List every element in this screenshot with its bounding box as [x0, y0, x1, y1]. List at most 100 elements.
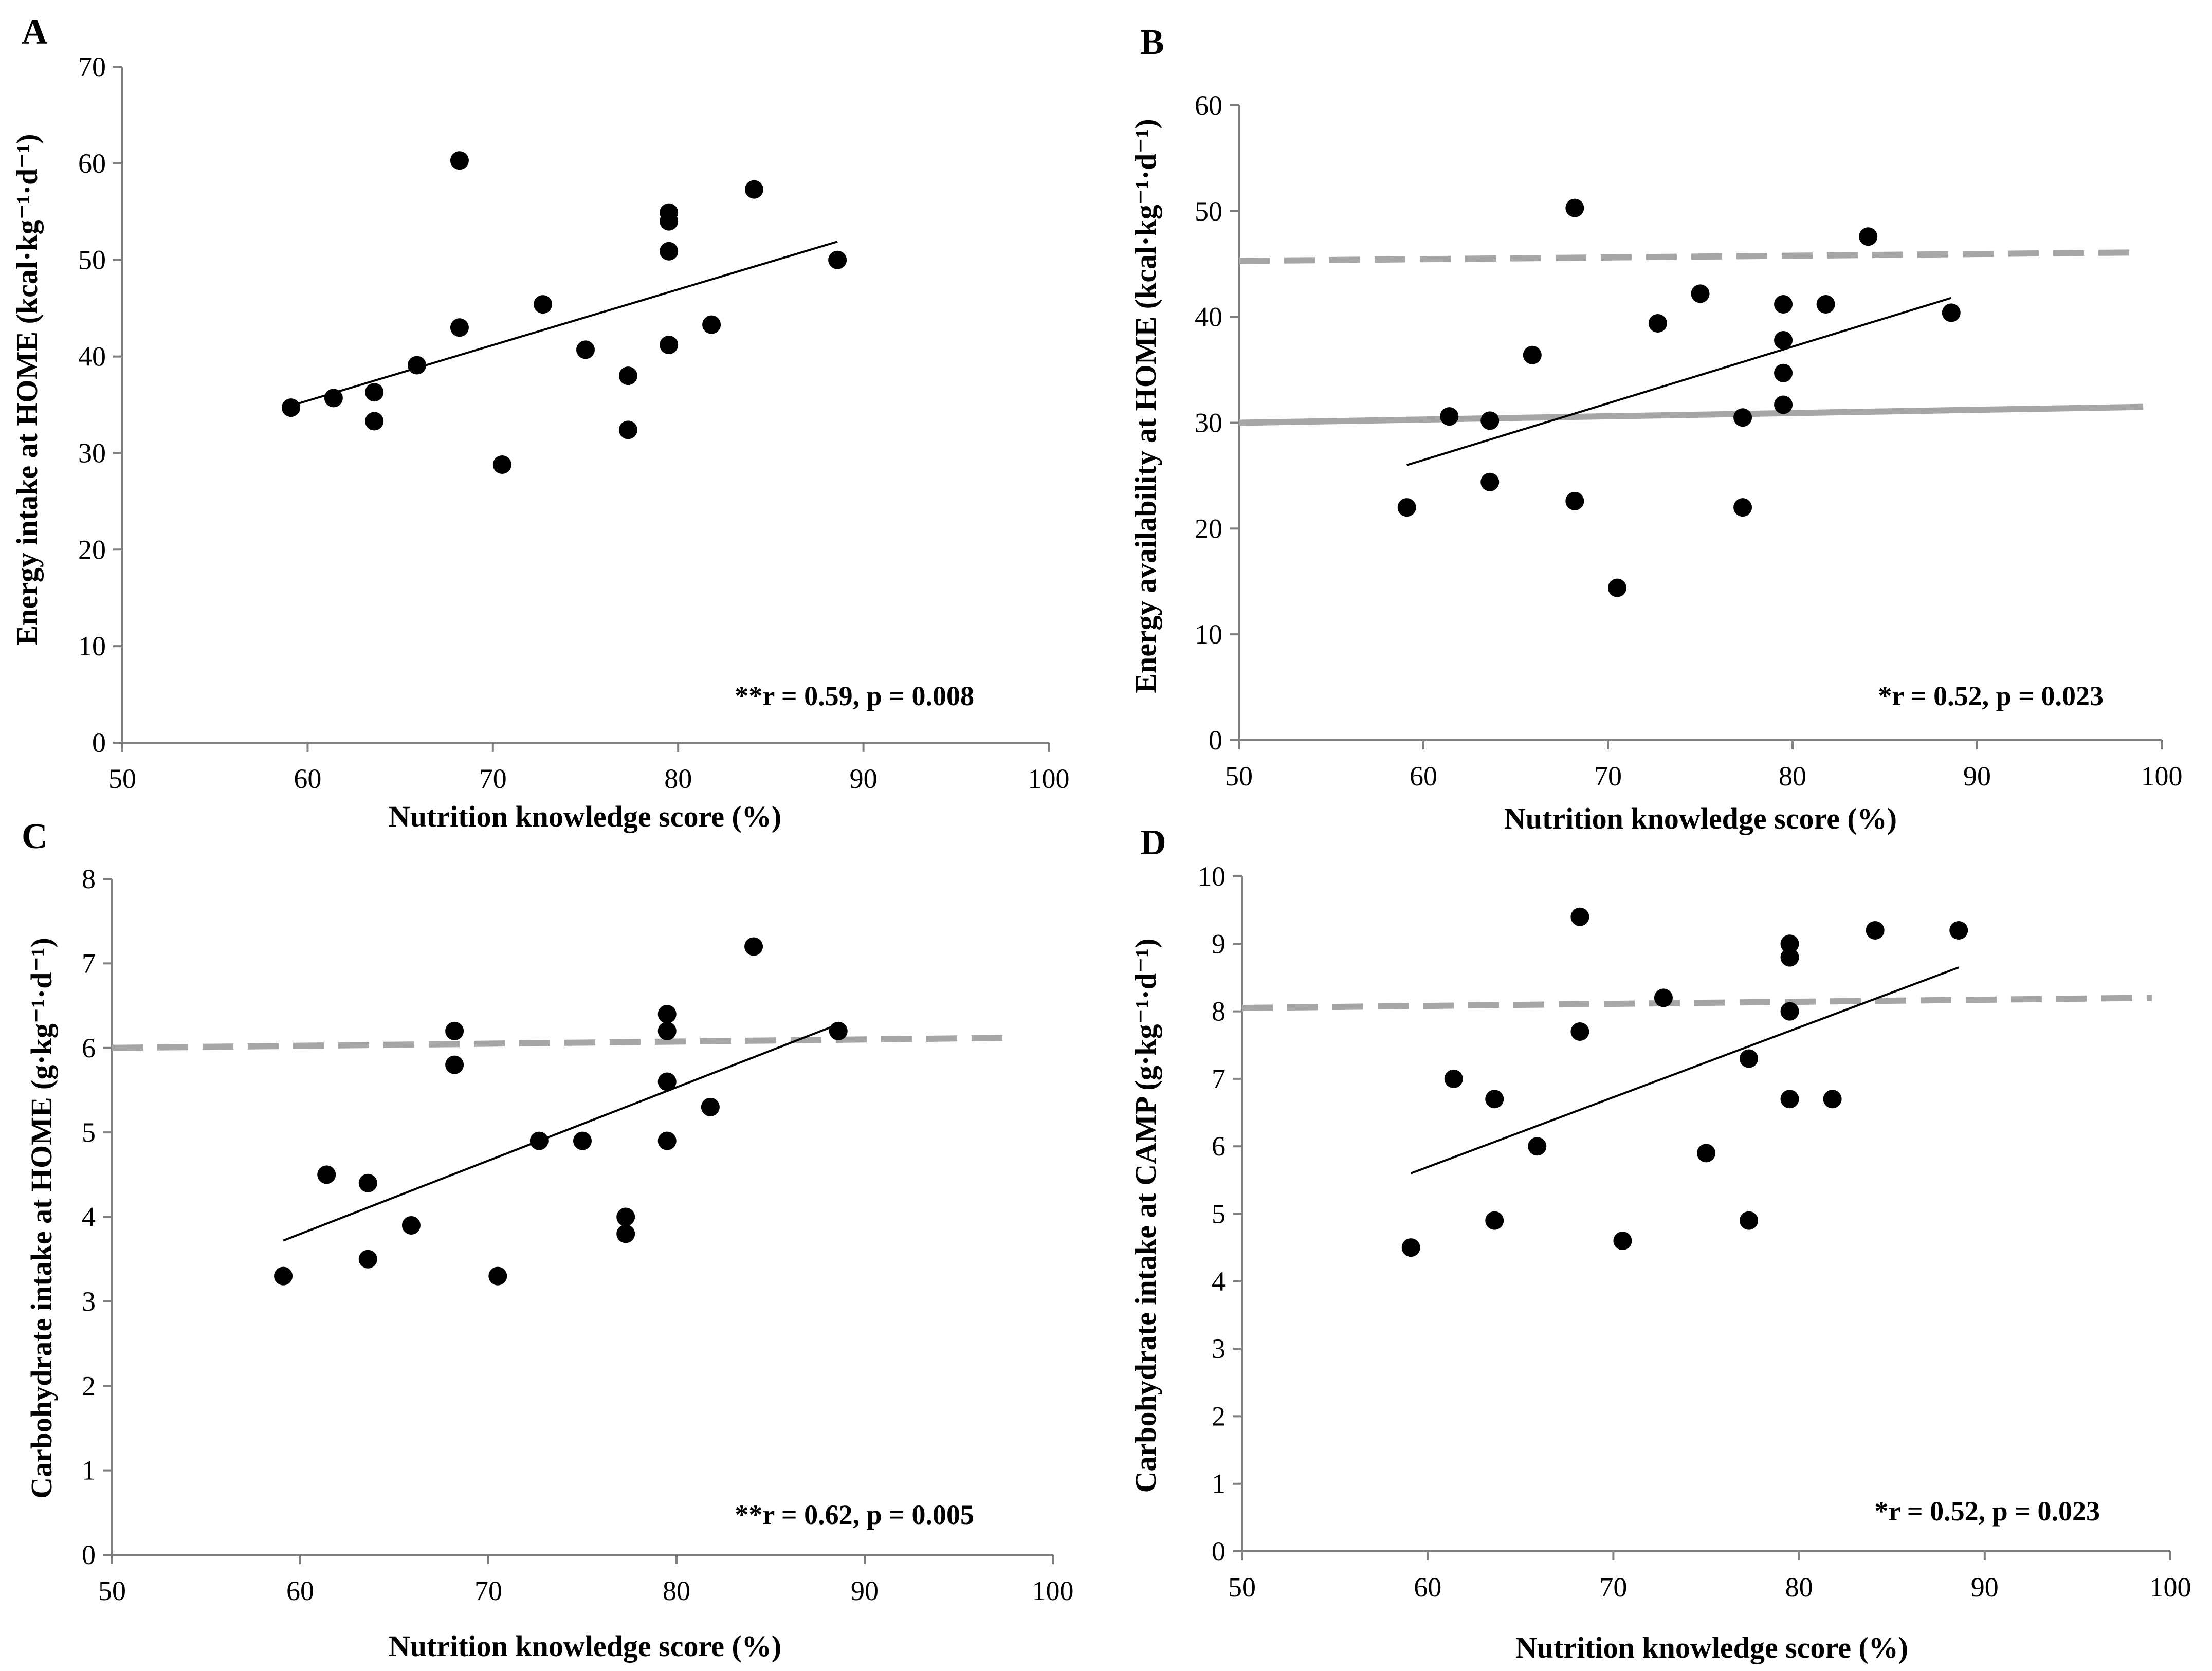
data-point — [1691, 284, 1710, 303]
data-point — [534, 295, 553, 314]
correlation-annotation: **r = 0.62, p = 0.005 — [735, 1499, 974, 1530]
x-tick-label: 50 — [1228, 1572, 1256, 1603]
y-tick-label: 0 — [82, 1539, 96, 1570]
y-tick-label: 40 — [78, 341, 106, 372]
data-point — [450, 151, 469, 170]
data-point — [1866, 921, 1885, 940]
panel-c: C Carbohydrate intake at HOME (g·kg⁻¹·d⁻… — [22, 817, 1074, 1663]
data-point — [408, 356, 427, 375]
data-point — [1440, 407, 1459, 426]
x-axis-title: Nutrition knowledge score (%) — [1515, 1631, 1908, 1664]
y-tick-label: 3 — [82, 1286, 96, 1317]
y-tick-label: 1 — [82, 1455, 96, 1486]
data-point — [1570, 1022, 1589, 1041]
data-point — [657, 1021, 677, 1040]
panel-label: C — [22, 817, 48, 856]
data-point — [1648, 314, 1667, 333]
y-axis-title: Carbohydrate intake at HOME (g·kg⁻¹·d⁻¹) — [25, 938, 58, 1499]
y-axis-title: Carbohydrate intake at CAMP (g·kg⁻¹·d⁻¹) — [1129, 939, 1162, 1493]
data-point — [657, 1131, 677, 1150]
data-point — [1740, 1049, 1759, 1068]
x-tick-label: 90 — [1963, 761, 1991, 792]
x-tick-label: 80 — [663, 1575, 690, 1606]
y-tick-label: 70 — [78, 51, 106, 82]
plot-area: 50 60 70 80 90 100 0 10 20 30 40 50 60 70 — [78, 51, 1070, 794]
data-point — [1949, 921, 1968, 940]
data-point — [576, 340, 595, 359]
data-point — [1654, 988, 1673, 1007]
data-point — [701, 1097, 720, 1116]
y-tick-label: 5 — [82, 1117, 96, 1148]
x-axis-title: Nutrition knowledge score (%) — [389, 1629, 781, 1663]
trendline — [283, 1023, 839, 1242]
y-tick-label: 3 — [1212, 1333, 1226, 1364]
y-tick-label: 9 — [1212, 928, 1226, 959]
y-tick-label: 7 — [1212, 1063, 1226, 1094]
x-tick-label: 70 — [479, 763, 507, 794]
x-tick-label: 60 — [1410, 761, 1437, 792]
data-point — [744, 180, 763, 199]
data-point — [1607, 578, 1626, 597]
data-point — [616, 1207, 635, 1226]
dashed-reference-line — [1238, 249, 2144, 264]
data-point — [829, 1021, 848, 1040]
data-point — [1565, 491, 1584, 510]
data-point — [1780, 1090, 1799, 1109]
x-tick-label: 80 — [664, 763, 692, 794]
data-point — [1444, 1069, 1463, 1088]
dashed-reference-line — [112, 1035, 1015, 1051]
y-tick-label: 30 — [78, 437, 106, 468]
panel-label: D — [1140, 823, 1166, 862]
y-tick-label: 20 — [1195, 513, 1222, 544]
data-point — [1565, 198, 1584, 217]
x-tick-label: 70 — [1599, 1572, 1627, 1603]
y-tick-label: 8 — [1212, 996, 1226, 1027]
data-point — [616, 1224, 635, 1243]
data-point — [1816, 295, 1835, 314]
panel-label: B — [1140, 23, 1164, 62]
data-point — [1697, 1144, 1715, 1163]
y-tick-label: 0 — [1212, 1536, 1226, 1567]
data-point — [274, 1266, 293, 1286]
data-point — [660, 336, 679, 355]
data-point — [660, 212, 679, 231]
data-point — [660, 242, 679, 261]
data-point — [657, 1005, 677, 1023]
y-tick-label: 0 — [1209, 725, 1222, 756]
data-point — [358, 1173, 377, 1192]
y-axis-title: Energy intake at HOME (kcal·kg⁻¹·d⁻¹) — [10, 134, 44, 645]
y-tick-label: 0 — [92, 727, 106, 758]
plot-area: 50 60 70 80 90 100 0 10 20 30 40 50 60 — [1195, 90, 2183, 792]
y-tick-label: 60 — [78, 148, 106, 179]
data-point — [1733, 408, 1752, 427]
data-point — [445, 1021, 464, 1040]
data-point — [1613, 1232, 1632, 1251]
x-axis-title: Nutrition knowledge score (%) — [1504, 802, 1897, 835]
y-tick-label: 10 — [1198, 861, 1226, 892]
data-point — [358, 1250, 377, 1269]
data-point — [1774, 395, 1793, 414]
data-point — [1523, 345, 1542, 364]
y-tick-label: 8 — [82, 864, 96, 894]
x-tick-label: 70 — [1594, 761, 1622, 792]
data-point — [744, 937, 763, 956]
data-point — [618, 420, 637, 439]
panel-label: A — [22, 12, 48, 52]
data-point — [657, 1072, 677, 1091]
x-tick-label: 90 — [850, 763, 878, 794]
y-axis-title: Energy availability at HOME (kcal·kg⁻¹·d… — [1129, 119, 1162, 693]
data-point — [1774, 363, 1793, 382]
data-point — [1401, 1238, 1420, 1257]
data-point — [1780, 934, 1799, 953]
data-point — [618, 366, 637, 385]
y-tick-label: 2 — [82, 1370, 96, 1401]
solid-reference-line — [1238, 403, 2144, 426]
data-point — [445, 1055, 464, 1074]
dashed-reference-line — [1241, 995, 2152, 1012]
data-point — [529, 1131, 549, 1150]
data-point — [1570, 907, 1589, 926]
data-point — [324, 389, 343, 408]
trendline — [1406, 297, 1952, 466]
y-tick-label: 50 — [78, 245, 106, 276]
y-tick-label: 2 — [1212, 1401, 1226, 1431]
